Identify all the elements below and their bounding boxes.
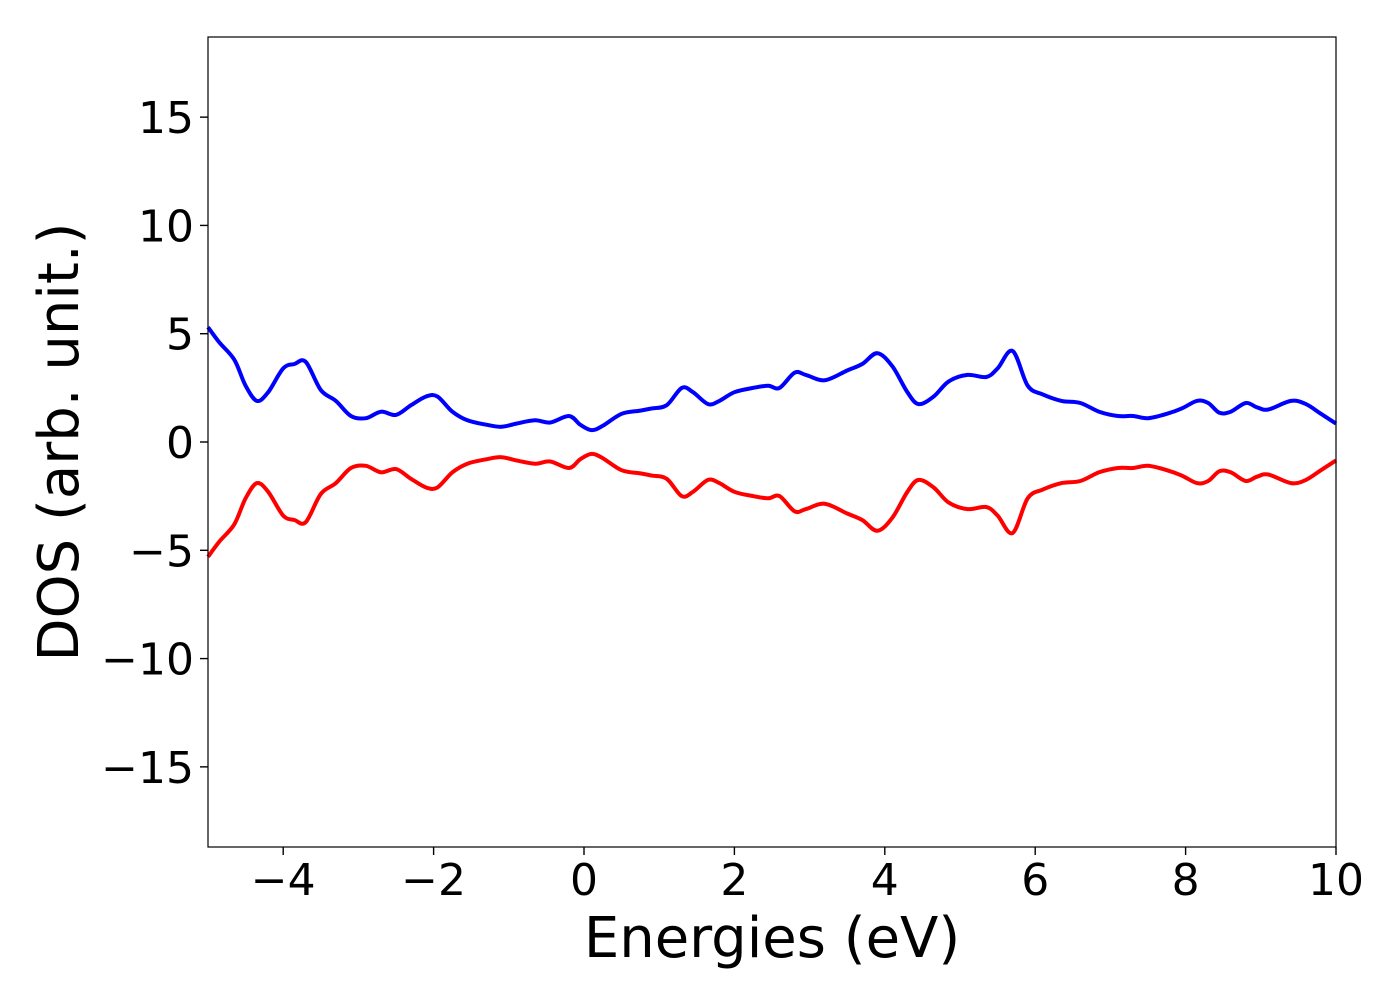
- y-tick-label: 5: [166, 310, 194, 361]
- y-tick-label: 15: [138, 93, 194, 144]
- x-tick-label: 6: [1021, 855, 1049, 906]
- x-tick-label: −4: [251, 855, 316, 906]
- y-tick-label: −10: [101, 635, 194, 686]
- plot-frame: [207, 36, 1337, 848]
- series-layer: [206, 325, 1338, 559]
- series-line-2: [206, 451, 1338, 559]
- x-tick-label: 8: [1172, 855, 1200, 906]
- y-tick-label: 0: [166, 418, 194, 469]
- x-tick-label: −2: [401, 855, 466, 906]
- y-tick-label: −5: [129, 526, 194, 577]
- y-tick-label: 10: [138, 201, 194, 252]
- y-axis-ticks: −15 −10 −5 0 5 10 15: [101, 93, 208, 794]
- series-line-1: [206, 325, 1338, 433]
- x-tick-label: 4: [871, 855, 899, 906]
- y-tick-label: −15: [101, 743, 194, 794]
- x-axis-ticks: −4 −2 0 2 4 6 8 10: [251, 847, 1364, 906]
- x-axis-label: Energies (eV): [584, 906, 960, 971]
- y-axis-label: DOS (arb. unit.): [27, 222, 92, 661]
- x-tick-label: 2: [720, 855, 748, 906]
- x-tick-label: 10: [1308, 855, 1364, 906]
- x-tick-label: 0: [570, 855, 598, 906]
